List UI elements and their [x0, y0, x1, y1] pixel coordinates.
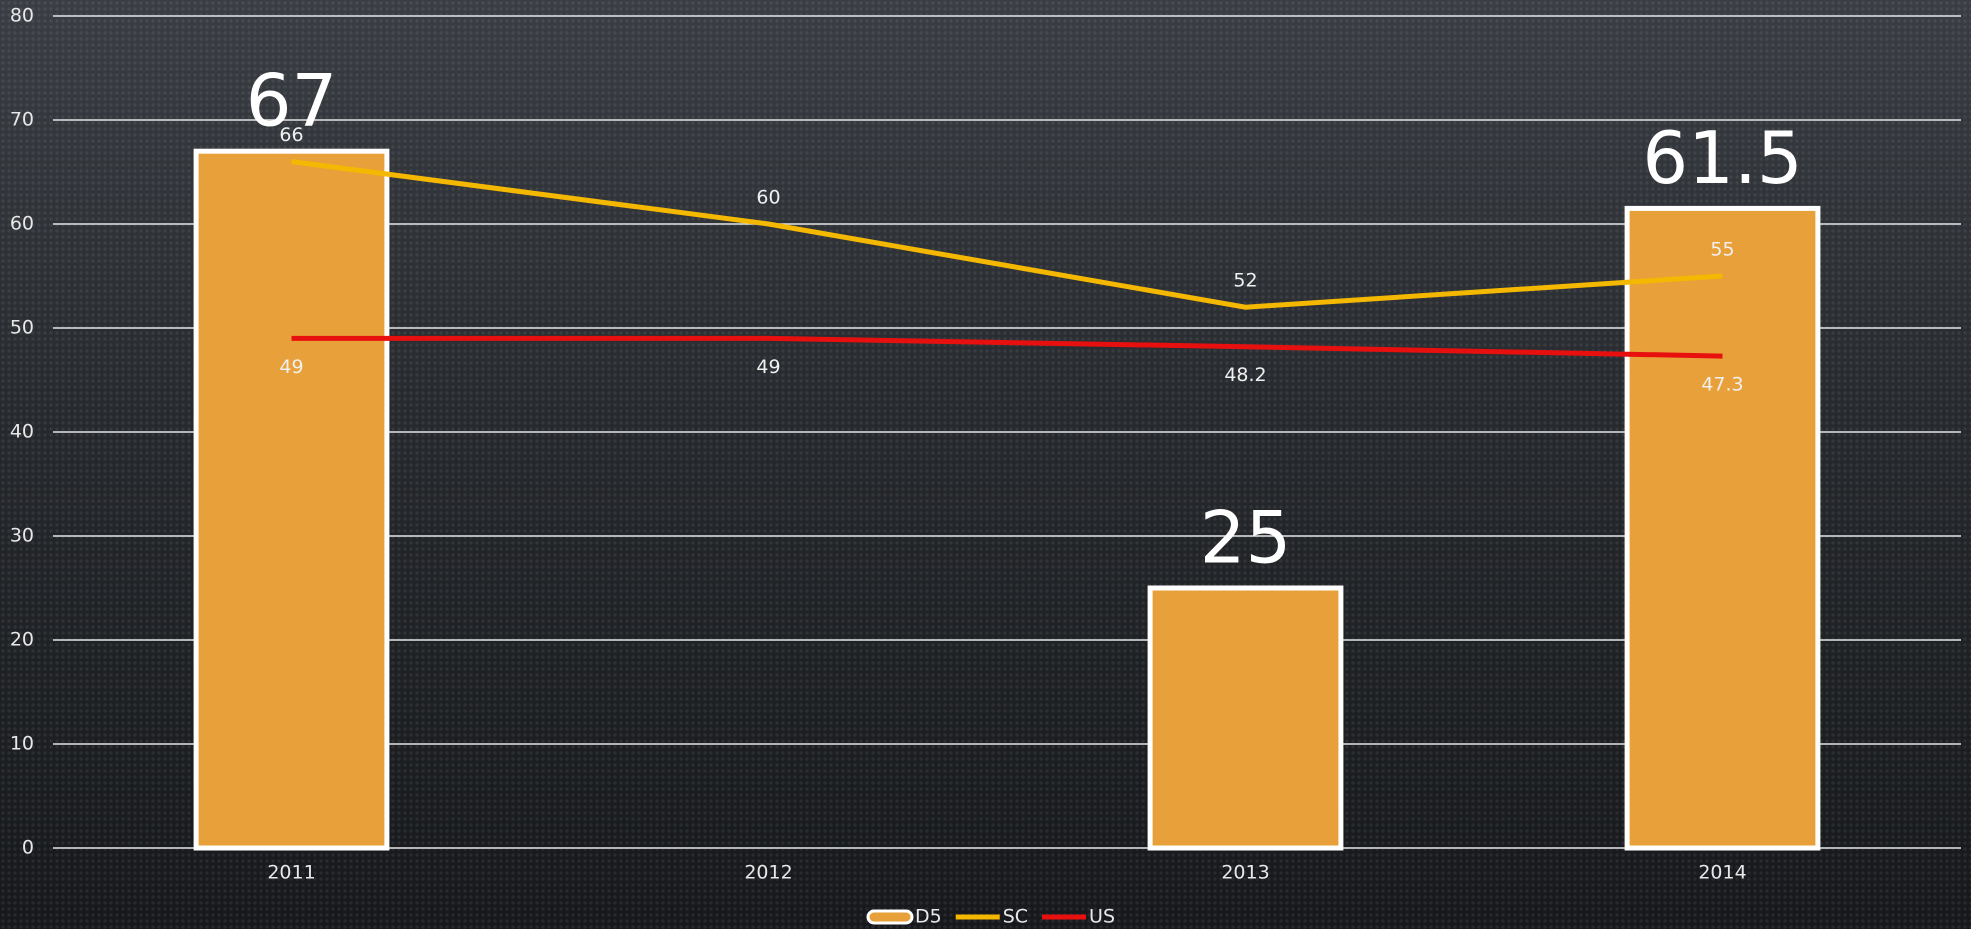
data-label: 52 — [1233, 270, 1257, 292]
bar — [1624, 205, 1821, 851]
y-tick-label: 30 — [10, 525, 34, 547]
legend-label: US — [1089, 906, 1115, 928]
legend-label: SC — [1003, 906, 1028, 928]
x-tick-label: 2013 — [1221, 862, 1269, 884]
legend-label: D5 — [915, 906, 942, 928]
y-tick-label: 20 — [10, 629, 34, 651]
bar-value-label: 67 — [246, 59, 338, 143]
legend-swatch — [866, 909, 914, 925]
data-label: 55 — [1710, 239, 1734, 261]
x-tick-label: 2011 — [267, 862, 315, 884]
bar-value-label: 61.5 — [1642, 116, 1802, 200]
y-tick-label: 0 — [22, 837, 34, 859]
y-tick-label: 40 — [10, 421, 34, 443]
x-tick-label: 2014 — [1698, 862, 1746, 884]
bar — [1147, 585, 1344, 851]
data-label: 49 — [279, 356, 303, 378]
line — [291, 159, 1723, 310]
legend: D5 SC US — [866, 906, 1115, 928]
data-label: 66 — [279, 124, 303, 146]
line — [291, 335, 1723, 359]
x-tick-label: 2012 — [744, 862, 792, 884]
data-label: 48.2 — [1224, 364, 1266, 386]
y-tick-label: 10 — [10, 733, 34, 755]
y-tick-label: 50 — [10, 317, 34, 339]
bar — [193, 148, 390, 851]
data-label: 60 — [756, 187, 780, 209]
y-tick-label: 80 — [10, 5, 34, 27]
bar-value-label: 25 — [1200, 496, 1292, 580]
data-label: 47.3 — [1701, 374, 1743, 396]
y-tick-label: 60 — [10, 213, 34, 235]
y-tick-label: 70 — [10, 109, 34, 131]
data-label: 49 — [756, 356, 780, 378]
